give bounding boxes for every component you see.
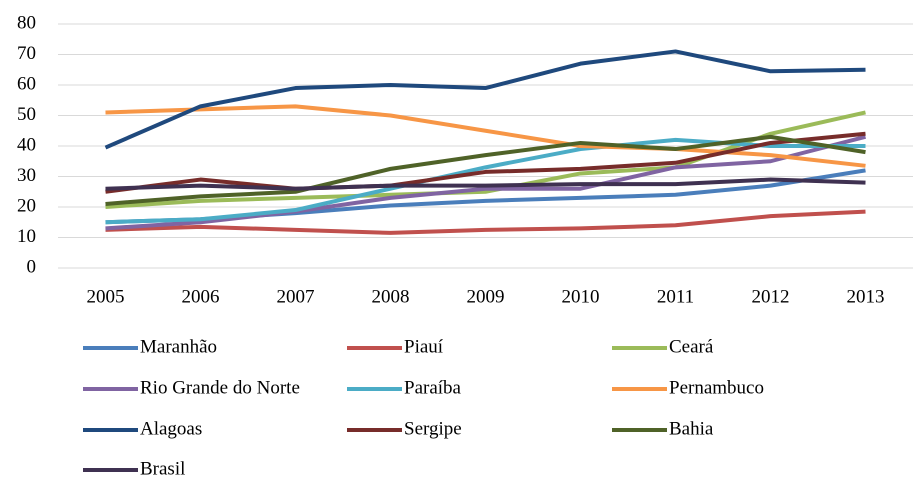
legend-label: Paraíba — [404, 377, 462, 398]
legend-label: Sergipe — [404, 418, 462, 439]
series-line — [104, 49, 866, 150]
x-tick-label: 2013 — [847, 286, 885, 307]
legend-label: Maranhão — [140, 336, 217, 357]
x-tick-label: 2006 — [182, 286, 220, 307]
series-line — [105, 134, 866, 206]
series-line — [105, 209, 866, 235]
series-line — [105, 137, 866, 225]
legend-label: Pernambuco — [669, 377, 764, 398]
y-tick-label: 60 — [17, 73, 36, 94]
y-tick-label: 40 — [17, 134, 36, 155]
series-line — [105, 134, 866, 231]
x-tick-label: 2012 — [752, 286, 790, 307]
y-tick-label: 0 — [27, 256, 37, 277]
y-tick-label: 80 — [17, 12, 36, 33]
x-tick-label: 2009 — [467, 286, 505, 307]
y-tick-label: 70 — [17, 43, 36, 64]
y-tick-label: 50 — [17, 104, 36, 125]
legend-label: Ceará — [669, 336, 714, 357]
y-tick-label: 10 — [17, 226, 36, 247]
y-tick-label: 30 — [17, 165, 36, 186]
x-tick-label: 2010 — [562, 286, 600, 307]
x-tick-label: 2007 — [277, 286, 315, 307]
legend-label: Rio Grande do Norte — [140, 377, 300, 398]
legend-label: Bahia — [669, 418, 714, 439]
series-line — [105, 110, 866, 209]
x-tick-label: 2005 — [87, 286, 125, 307]
series-line — [105, 177, 866, 191]
series-line — [105, 104, 866, 168]
x-tick-label: 2008 — [372, 286, 410, 307]
legend-label: Alagoas — [140, 418, 202, 439]
legend-label: Brasil — [140, 458, 185, 479]
y-tick-label: 20 — [17, 195, 36, 216]
series-line — [105, 131, 866, 194]
legend-label: Piauí — [404, 336, 444, 357]
x-tick-label: 2011 — [657, 286, 694, 307]
